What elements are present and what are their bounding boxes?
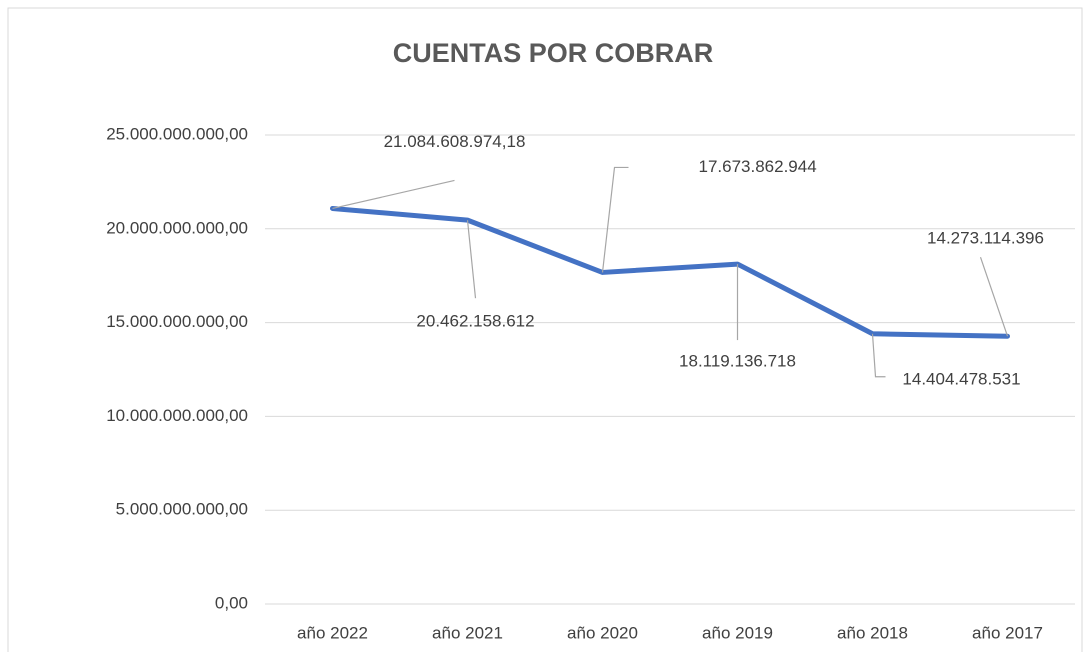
leader-line xyxy=(332,179,455,210)
data-label: 21.084.608.974,18 xyxy=(384,132,526,151)
y-tick-label: 15.000.000.000,00 xyxy=(106,312,248,331)
x-tick-label: año 2020 xyxy=(567,623,638,642)
x-tick-label: año 2021 xyxy=(432,623,503,642)
y-tick-label: 25.000.000.000,00 xyxy=(106,124,248,143)
chart-title: CUENTAS POR COBRAR xyxy=(393,38,714,68)
x-tick-label: año 2022 xyxy=(297,623,368,642)
x-tick-label: año 2019 xyxy=(702,623,773,642)
chart-frame xyxy=(7,7,1083,652)
data-label: 14.404.478.531 xyxy=(902,369,1020,388)
y-tick-label: 10.000.000.000,00 xyxy=(106,406,248,425)
leader-line xyxy=(601,166,629,273)
leader-line xyxy=(979,257,1009,337)
x-tick-label: año 2018 xyxy=(837,623,908,642)
leader-line xyxy=(871,333,886,378)
y-tick-label: 5.000.000.000,00 xyxy=(116,500,248,519)
x-tick-label: año 2017 xyxy=(972,623,1043,642)
y-tick-label: 0,00 xyxy=(215,593,248,612)
data-label: 17.673.862.944 xyxy=(699,157,817,176)
data-label: 18.119.136.718 xyxy=(679,352,796,371)
data-label: 20.462.158.612 xyxy=(416,312,534,331)
leader-line xyxy=(466,220,477,299)
y-tick-label: 20.000.000.000,00 xyxy=(106,218,248,237)
line-series xyxy=(330,205,1010,339)
data-label: 14.273.114.396 xyxy=(927,229,1044,248)
